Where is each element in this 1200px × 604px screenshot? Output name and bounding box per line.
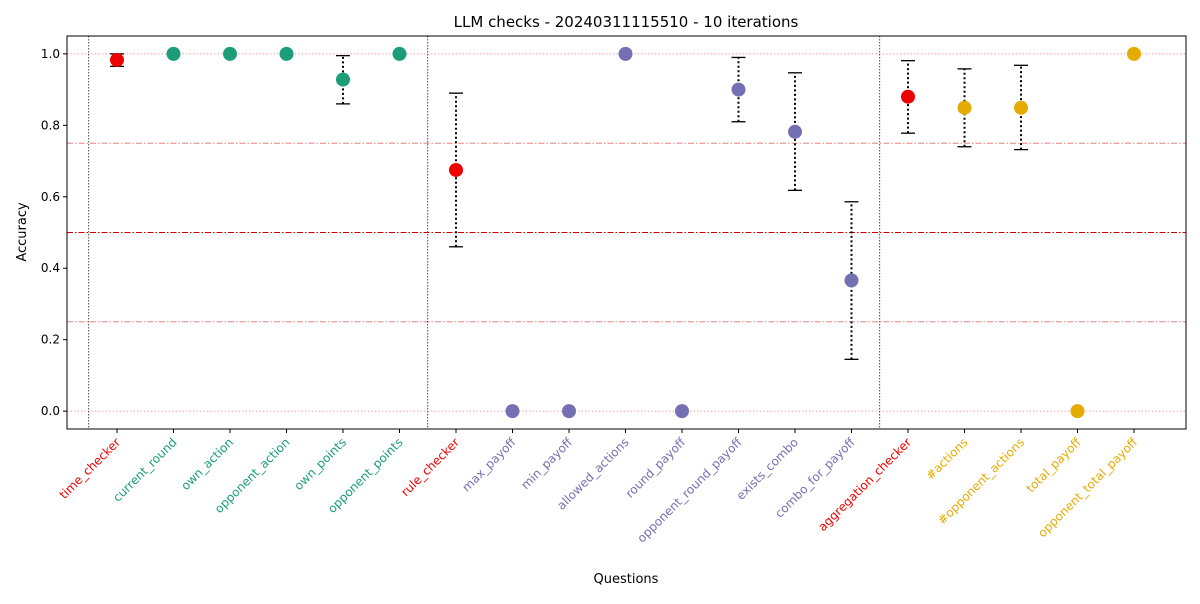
point-rule_checker: [449, 162, 463, 177]
x-axis: time_checkercurrent_roundown_actionoppon…: [57, 429, 1141, 545]
y-tick-label: 0.4: [41, 261, 60, 275]
x-axis-label: Questions: [594, 572, 659, 587]
point-opponent_round_payoff: [731, 82, 746, 97]
point-round_payoff: [675, 404, 689, 419]
point-own_action: [223, 46, 237, 61]
x-tick-label: aggregation_checker: [815, 435, 914, 534]
point-total_payoff: [1070, 404, 1085, 419]
point-exists_combo: [788, 124, 802, 139]
y-axis: 0.0 0.2 0.4 0.6 0.8 1.0: [41, 47, 67, 418]
y-tick-label: 1.0: [41, 47, 60, 61]
reference-lines: [67, 53, 1186, 412]
x-tick-label: total_payoff: [1023, 435, 1084, 496]
point-current_round: [166, 46, 181, 61]
x-tick-label: opponent_total_payoff: [1035, 435, 1140, 540]
x-tick-label: min_payoff: [518, 435, 575, 492]
y-axis-label: Accuracy: [15, 202, 30, 262]
y-tick-label: 0.6: [41, 190, 60, 204]
plot-frame: [66, 35, 1187, 430]
data-points: [110, 46, 1141, 419]
point-opponent_total_payoff: [1127, 46, 1141, 61]
point-aggregation_checker: [901, 89, 915, 104]
point-time_checker: [110, 52, 124, 67]
y-tick-label: 0.2: [41, 333, 60, 347]
point-allowed_actions: [618, 46, 633, 61]
x-tick-label: opponent_round_payoff: [634, 435, 745, 546]
chart-title: LLM checks - 20240311115510 - 10 iterati…: [454, 13, 799, 31]
x-tick-label: rule_checker: [398, 435, 462, 499]
y-tick-label: 0.8: [41, 118, 60, 132]
x-tick-label: max_payoff: [459, 435, 519, 495]
error-bars: [110, 53, 1028, 360]
point-own_points: [336, 72, 350, 87]
x-tick-label: #actions: [923, 435, 971, 483]
group-separators: [88, 36, 881, 429]
point-min_payoff: [562, 404, 576, 419]
y-tick-label: 0.0: [41, 404, 60, 418]
point-max_payoff: [505, 404, 520, 419]
point-opponent_points: [392, 46, 407, 61]
x-tick-label: own_points: [291, 435, 349, 493]
point-#actions: [957, 100, 972, 115]
x-tick-label: own_action: [178, 435, 236, 493]
point-combo_for_payoff: [844, 273, 859, 288]
point-#opponent_actions: [1014, 100, 1028, 115]
point-opponent_action: [279, 46, 294, 61]
